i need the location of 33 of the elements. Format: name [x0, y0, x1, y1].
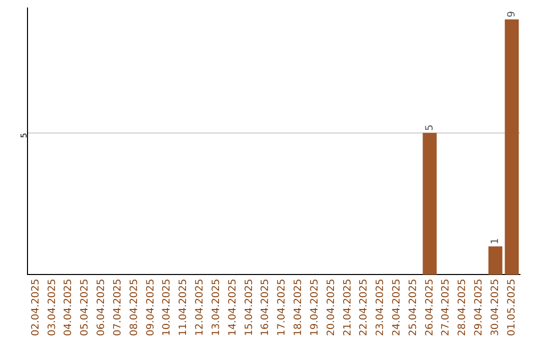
data-label: 5 [424, 124, 436, 131]
x-tick-label: 16.04.2025 [260, 278, 272, 336]
x-tick-label: 02.04.2025 [30, 278, 42, 336]
x-tick-label: 04.04.2025 [63, 278, 74, 336]
x-tick-label: 06.04.2025 [96, 278, 108, 336]
x-tick-label: 26.04.2025 [424, 278, 436, 336]
x-tick-label: 14.04.2025 [227, 278, 238, 336]
x-tick-label: 11.04.2025 [178, 278, 190, 336]
x-tick-label: 30.04.2025 [490, 278, 501, 336]
x-tick-label: 29.04.2025 [474, 278, 485, 336]
x-tick-label: 07.04.2025 [112, 278, 124, 336]
x-tick-label: 21.04.2025 [342, 278, 354, 336]
x-tick-label: 08.04.2025 [128, 278, 140, 336]
x-tick-label: 09.04.2025 [145, 278, 156, 336]
x-tick-label: 03.04.2025 [46, 278, 58, 336]
x-tick-label: 17.04.2025 [276, 278, 288, 336]
x-tick-label: 10.04.2025 [162, 278, 173, 336]
x-tick-label: 18.04.2025 [293, 278, 304, 336]
x-tick-label: 23.04.2025 [375, 278, 386, 336]
x-tick-label: 25.04.2025 [408, 278, 419, 336]
x-tick-label: 15.04.2025 [244, 278, 255, 336]
x-tick-label: 27.04.2025 [440, 278, 452, 336]
x-tick-label: 13.04.2025 [210, 278, 222, 336]
x-tick-label: 05.04.2025 [80, 278, 91, 336]
x-tick-label: 22.04.2025 [358, 278, 370, 336]
data-label: 1 [490, 238, 501, 244]
x-tick-label: 20.04.2025 [326, 278, 337, 336]
x-tick-label: 12.04.2025 [194, 278, 206, 336]
x-tick-label: 24.04.2025 [391, 278, 402, 336]
data-label: 9 [506, 10, 518, 18]
x-tick-label: 19.04.2025 [309, 278, 320, 336]
x-tick-label: 01.05.2025 [506, 278, 518, 336]
x-tick-label: 28.04.2025 [457, 278, 468, 336]
